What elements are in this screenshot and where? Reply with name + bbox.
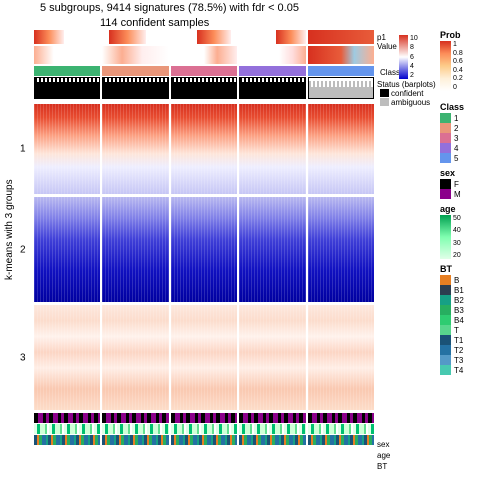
main-title: 5 subgroups, 9414 signatures (78.5%) wit… bbox=[40, 2, 299, 14]
value-colorbar: 108642 bbox=[399, 35, 418, 79]
subtitle: 114 confident samples bbox=[100, 17, 209, 29]
heatmap-body: 123 bbox=[34, 104, 374, 410]
bt-track bbox=[34, 435, 374, 445]
ambiguous-label: ambiguous bbox=[391, 98, 430, 107]
class-legend: Class 12345 bbox=[440, 102, 464, 163]
sex-annot-label: sex bbox=[377, 440, 389, 449]
confident-label: confident bbox=[391, 89, 423, 98]
sex-track bbox=[34, 413, 374, 423]
ambiguous-swatch bbox=[380, 98, 389, 106]
age-annot-label: age bbox=[377, 451, 390, 460]
status-track bbox=[34, 77, 374, 101]
class-label-inline: Class bbox=[380, 68, 400, 77]
heatmap-container: 123 bbox=[34, 30, 374, 470]
status-label: Status (barplots) bbox=[377, 80, 436, 89]
sex-legend: sex FM bbox=[440, 168, 461, 199]
value-label-inline: Value bbox=[377, 42, 397, 51]
value-track bbox=[34, 46, 374, 64]
prob-legend: Prob 10.80.60.40.20 bbox=[440, 30, 463, 91]
bt-legend: BT BB1B2B3B4TT1T2T3T4 bbox=[440, 264, 464, 375]
confident-swatch bbox=[380, 89, 389, 97]
age-legend: age 50403020 bbox=[440, 204, 461, 259]
p1-track bbox=[34, 30, 374, 44]
class-track bbox=[34, 66, 374, 76]
bt-annot-label: BT bbox=[377, 462, 387, 471]
y-axis-label: k-means with 3 groups bbox=[4, 179, 15, 280]
age-track bbox=[34, 424, 374, 434]
p1-label: p1 bbox=[377, 33, 386, 42]
